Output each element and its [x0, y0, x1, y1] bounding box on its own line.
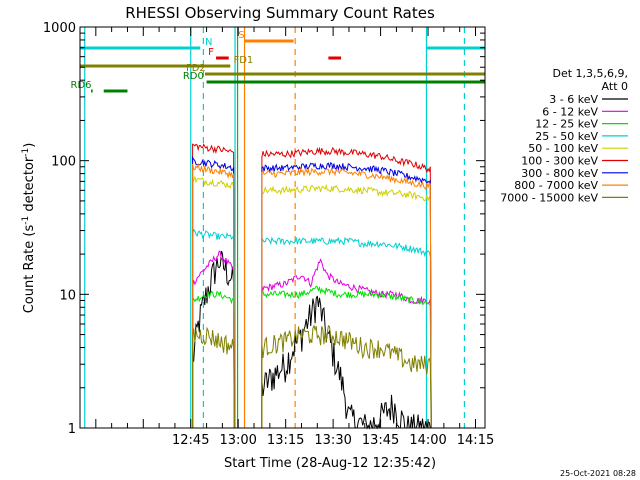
y-tick-label: 10 [59, 288, 76, 303]
x-tick-label: 14:15 [457, 433, 494, 448]
timestamp: 25-Oct-2021 08:28 [560, 469, 636, 478]
flag-label: F [208, 47, 214, 58]
legend-header-line-1: Det 1,3,5,6,9, [552, 67, 628, 80]
series-line [261, 258, 432, 429]
series-line [261, 161, 432, 429]
series-line [261, 146, 432, 429]
x-tick-label: 12:45 [172, 433, 209, 448]
series-line [261, 236, 432, 429]
legend-entry: 300 - 800 keV [521, 167, 598, 180]
y-axis-label: Count Rate (s-1 detector-1) [21, 143, 37, 314]
series-line [192, 326, 235, 429]
series-line [192, 143, 235, 429]
series-line [261, 285, 432, 429]
flag-label: S [238, 30, 244, 41]
series-line [192, 250, 235, 429]
x-tick-label: 13:15 [267, 433, 304, 448]
flag-label: RD0 [183, 71, 204, 82]
series-line [192, 175, 235, 429]
y-tick-label: 1000 [43, 21, 76, 36]
x-axis-label: Start Time (28-Aug-12 12:35:42) [224, 456, 436, 471]
legend-entry: 3 - 6 keV [549, 93, 598, 106]
legend-entry: 800 - 7000 keV [514, 179, 598, 192]
legend-header-line-2: Att 0 [602, 80, 628, 93]
y-tick-label: 1 [68, 422, 76, 437]
flag-label: N [205, 37, 212, 48]
flag-label: FD1 [233, 55, 253, 66]
series-line [261, 324, 432, 429]
y-tick-label: 100 [51, 155, 76, 170]
x-tick-label: 13:30 [314, 433, 351, 448]
series-line [261, 166, 432, 429]
plot-frame [79, 26, 486, 429]
legend-entry: 100 - 300 keV [521, 155, 598, 168]
legend-entry: 12 - 25 keV [535, 118, 598, 131]
x-tick-label: 13:00 [219, 433, 256, 448]
flag-label: FD2 [186, 63, 206, 74]
x-tick-label: 14:00 [409, 433, 446, 448]
series-line [261, 183, 432, 429]
legend-entry: 6 - 12 keV [542, 105, 598, 118]
chart-title: RHESSI Observing Summary Count Rates [125, 4, 435, 22]
legend-entry: 25 - 50 keV [535, 130, 598, 143]
series-line [192, 155, 235, 429]
series-line [192, 228, 235, 429]
series-line [192, 250, 235, 429]
x-tick-label: 13:45 [362, 433, 399, 448]
series-line [192, 162, 235, 429]
series-line [261, 295, 432, 430]
legend-entry: 50 - 100 keV [528, 142, 598, 155]
series-line [192, 290, 235, 429]
flag-label: RD6 [71, 80, 92, 91]
legend-entry: 7000 - 15000 keV [500, 191, 598, 204]
